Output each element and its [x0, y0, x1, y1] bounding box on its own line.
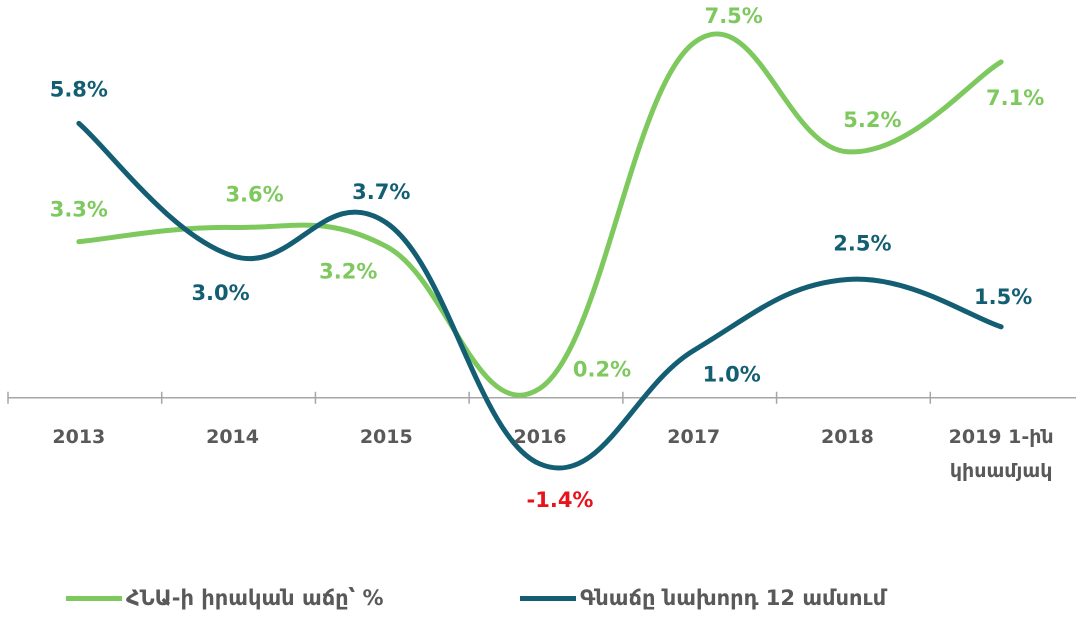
x-tick-label: 2014: [206, 425, 259, 448]
line-series: [76, 31, 1004, 398]
data-label: 3.6%: [225, 182, 283, 206]
legend-item: Գնաճը նախորդ 12 ամսում: [520, 586, 886, 610]
legend-item: ՀՆԱ-ի իրական աճը՝ %: [66, 586, 384, 610]
line-series: [76, 120, 1004, 471]
data-label: 3.2%: [319, 259, 377, 283]
x-tick-label: 2016: [513, 425, 567, 448]
data-label: 1.5%: [974, 285, 1032, 309]
data-label: 3.7%: [352, 180, 410, 204]
legend-label: ՀՆԱ-ի իրական աճը՝ %: [126, 586, 384, 610]
data-label: 1.0%: [703, 362, 761, 386]
data-label: 5.2%: [843, 108, 901, 132]
legend-label: Գնաճը նախորդ 12 ամսում: [580, 586, 887, 610]
x-tick-label: 2017: [667, 425, 721, 448]
data-label: 2.5%: [833, 232, 891, 256]
x-tick-label: 2018: [820, 425, 874, 448]
data-label: 7.5%: [705, 4, 763, 28]
data-label: 5.8%: [50, 77, 108, 101]
data-label: 3.3%: [50, 198, 108, 222]
legend-swatch: [520, 595, 576, 601]
data-label: 3.0%: [191, 281, 249, 305]
legend-swatch: [66, 595, 122, 601]
data-label: 0.2%: [573, 357, 631, 381]
x-tick-label: 2019 1-ին կիսամյակ: [948, 425, 1054, 482]
data-label: 7.1%: [986, 86, 1044, 110]
x-tick-label: 2015: [359, 425, 413, 448]
x-tick-label: 2013: [52, 425, 106, 448]
data-label: -1.4%: [527, 488, 594, 512]
